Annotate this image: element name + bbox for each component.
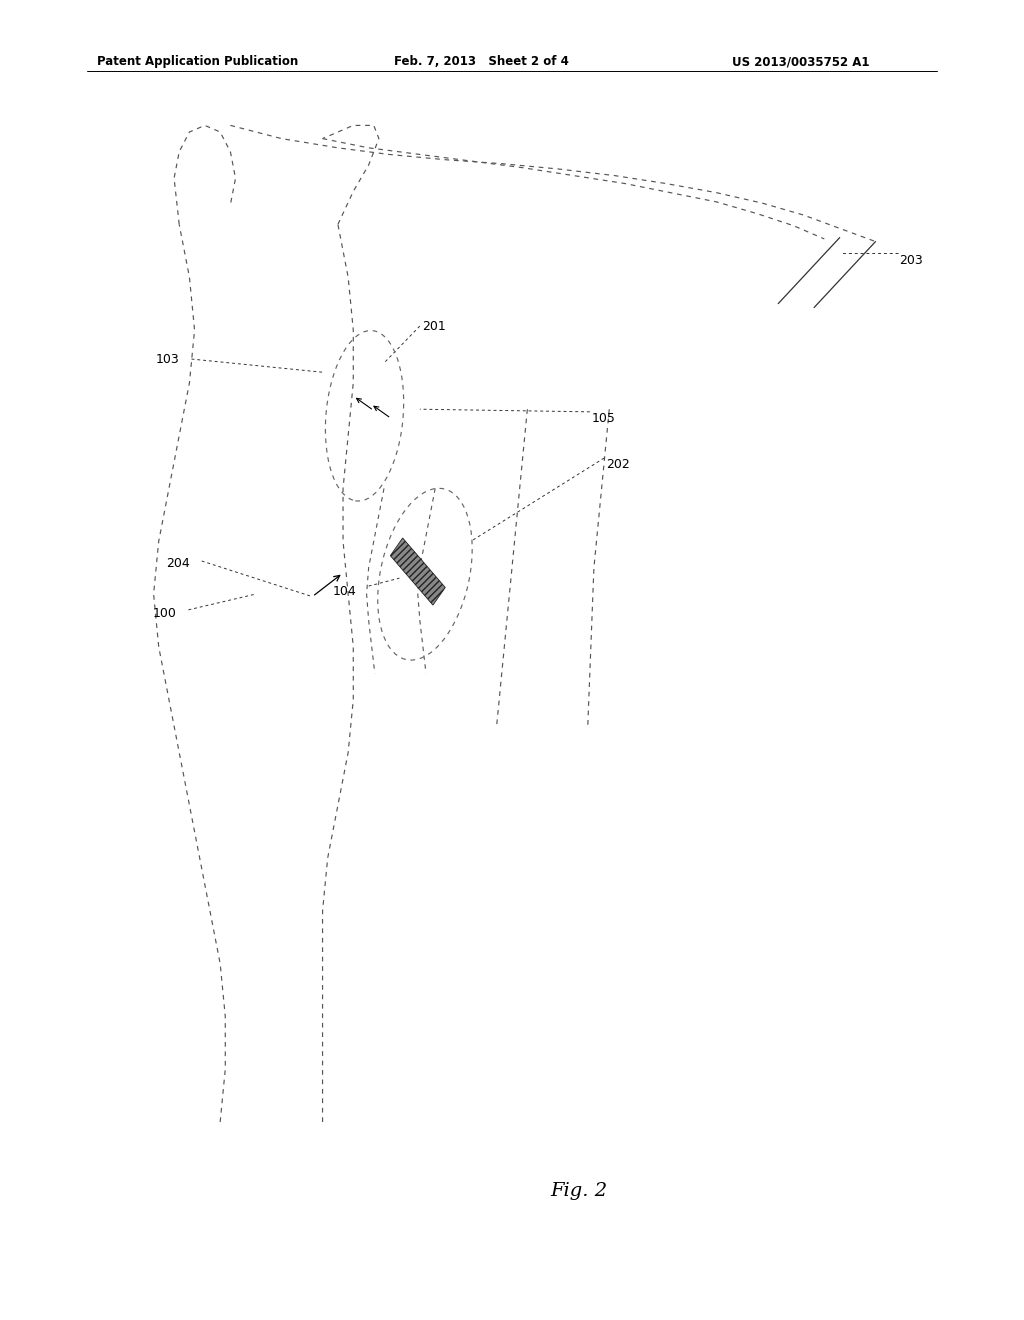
Text: Fig. 2: Fig. 2 xyxy=(550,1181,607,1200)
Text: 104: 104 xyxy=(333,585,356,598)
Text: 105: 105 xyxy=(592,412,615,425)
Text: 203: 203 xyxy=(899,253,923,267)
Text: 201: 201 xyxy=(422,319,445,333)
Text: 202: 202 xyxy=(606,458,630,471)
Text: 103: 103 xyxy=(156,352,179,366)
Text: Patent Application Publication: Patent Application Publication xyxy=(97,55,299,69)
Text: 100: 100 xyxy=(153,607,176,620)
Polygon shape xyxy=(390,539,445,605)
Text: 204: 204 xyxy=(166,557,189,570)
Text: Feb. 7, 2013   Sheet 2 of 4: Feb. 7, 2013 Sheet 2 of 4 xyxy=(394,55,569,69)
Text: US 2013/0035752 A1: US 2013/0035752 A1 xyxy=(732,55,869,69)
